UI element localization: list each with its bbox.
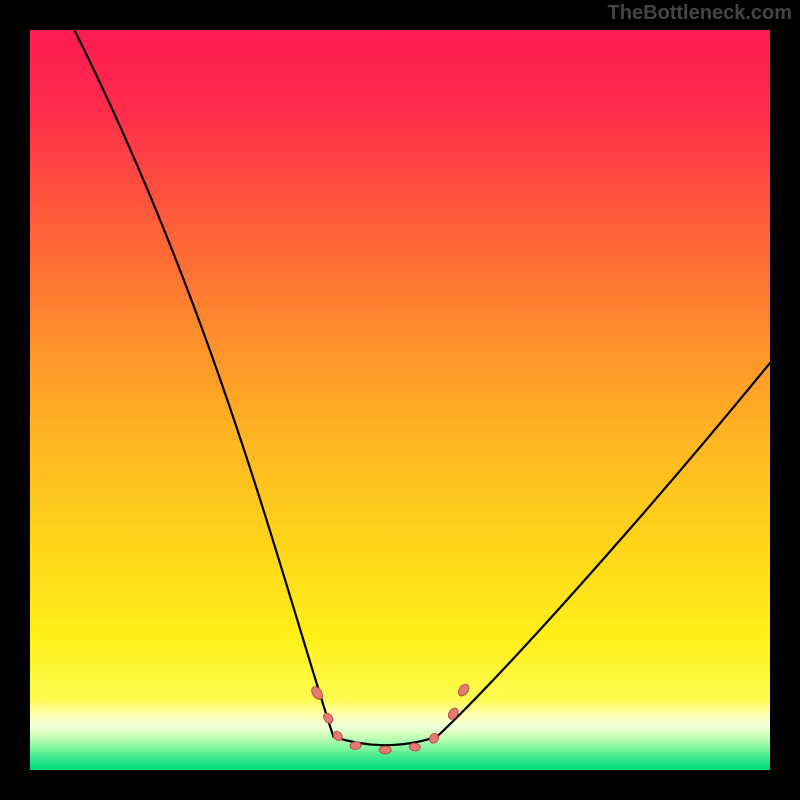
- watermark-text: TheBottleneck.com: [608, 2, 792, 25]
- chart-container: [0, 0, 800, 800]
- plot-background: [30, 30, 770, 770]
- curve-marker: [379, 746, 391, 754]
- bottleneck-chart: [0, 0, 800, 800]
